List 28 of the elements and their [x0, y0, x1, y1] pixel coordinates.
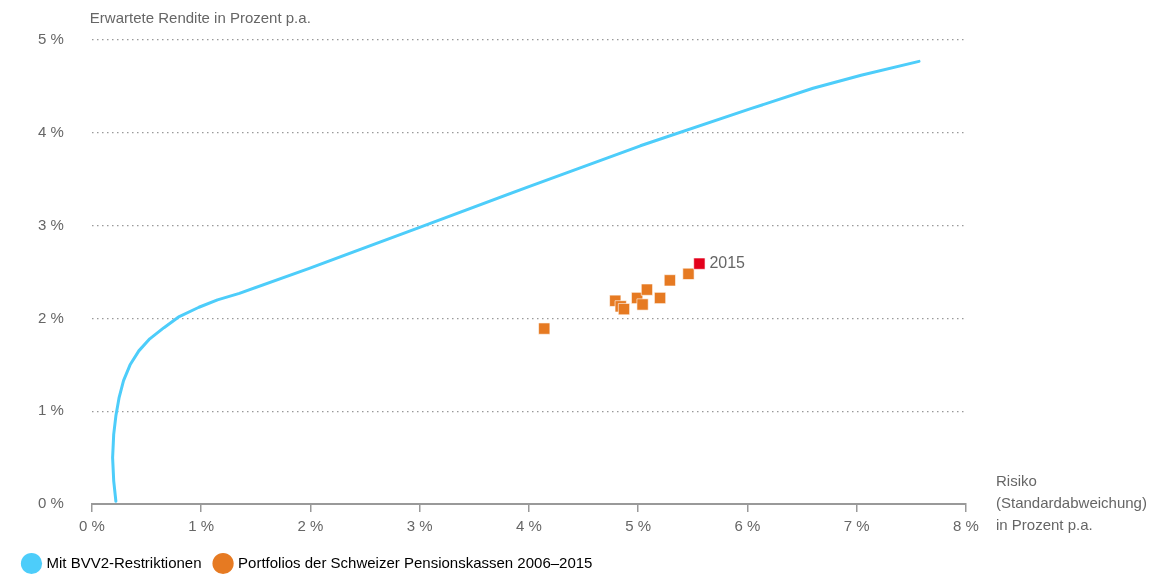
- x-tick-label: 0 %: [78, 517, 105, 535]
- legend-label: Portfolios der Schweizer Pensionskassen 2006–2015: [238, 553, 593, 571]
- x-tick-label: 3 %: [406, 517, 433, 535]
- point: [636, 298, 649, 311]
- point: [693, 257, 706, 270]
- x-tick-label: 2 %: [297, 517, 324, 535]
- point: [663, 274, 677, 287]
- x-axis-title: Risiko (Standardabweichung) in Prozent p.a.: [996, 471, 1147, 533]
- x-tick-label: 5 %: [625, 517, 652, 535]
- point: [640, 283, 654, 296]
- point: [617, 302, 631, 316]
- y-tick-label: 2 %: [37, 308, 64, 326]
- y-tick-label: 5 %: [37, 30, 64, 48]
- x-tick-label: 6 %: [734, 517, 761, 535]
- x-tick-label: 4 %: [515, 517, 542, 535]
- annotation: 2015: [709, 254, 746, 272]
- y-tick-label: 1 %: [37, 401, 64, 419]
- y-tick-label: 0 %: [37, 494, 64, 512]
- x-tick-label: 8 %: [953, 517, 979, 535]
- point: [653, 291, 667, 305]
- point: [538, 322, 551, 335]
- x-tick-label: 7 %: [843, 517, 870, 535]
- x-tick-label: 1 %: [188, 517, 215, 535]
- point: [682, 267, 695, 281]
- y-axis-title: Erwartete Rendite in Prozent p.a.: [89, 8, 311, 26]
- y-tick-label: 3 %: [37, 215, 64, 233]
- legend-label: Mit BVV2-Restriktionen: [46, 553, 202, 571]
- y-tick-label: 4 %: [37, 122, 64, 140]
